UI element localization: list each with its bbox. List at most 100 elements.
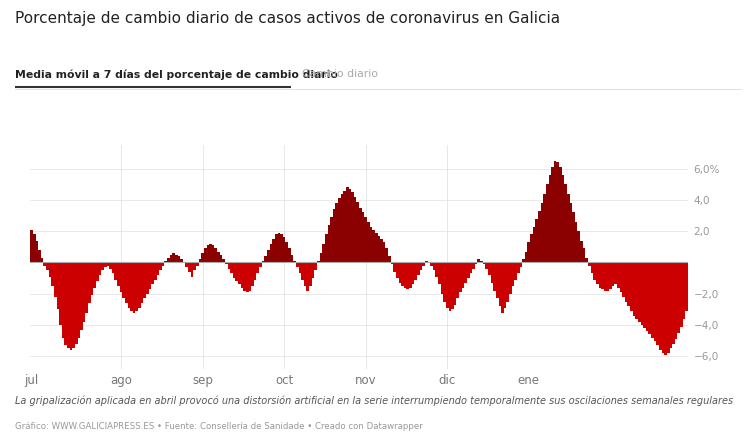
Bar xyxy=(451,262,454,309)
Bar xyxy=(432,262,435,270)
Bar xyxy=(122,262,125,299)
Bar xyxy=(283,237,286,262)
Bar xyxy=(109,262,112,269)
Bar xyxy=(119,262,122,292)
Bar xyxy=(585,258,588,262)
Bar xyxy=(167,258,169,262)
Bar xyxy=(562,175,564,262)
Bar xyxy=(194,262,196,270)
Bar xyxy=(496,262,498,299)
Bar xyxy=(522,259,525,262)
Bar xyxy=(73,262,75,349)
Bar xyxy=(217,252,220,262)
Bar xyxy=(588,262,590,266)
Bar xyxy=(583,249,585,262)
Bar xyxy=(469,262,472,274)
Bar xyxy=(138,262,141,308)
Bar xyxy=(609,262,612,289)
Bar xyxy=(423,262,425,266)
Bar xyxy=(409,262,412,287)
Bar xyxy=(151,262,154,284)
Bar xyxy=(96,262,98,281)
Bar xyxy=(475,262,478,264)
Bar xyxy=(633,262,635,316)
Bar xyxy=(36,240,38,262)
Bar xyxy=(149,262,151,289)
Bar xyxy=(233,262,235,278)
Bar xyxy=(457,262,459,299)
Bar xyxy=(209,244,212,262)
Bar xyxy=(330,217,333,262)
Bar xyxy=(33,234,36,262)
Bar xyxy=(467,262,469,278)
Bar xyxy=(519,262,522,267)
Bar xyxy=(596,262,599,284)
Bar xyxy=(509,262,512,294)
Bar xyxy=(662,262,665,353)
Bar xyxy=(535,219,538,262)
Bar xyxy=(686,262,688,311)
Bar xyxy=(141,262,144,303)
Bar xyxy=(606,262,609,291)
Bar xyxy=(88,262,91,303)
Bar xyxy=(361,212,364,262)
Bar xyxy=(80,262,83,330)
Bar xyxy=(251,262,254,286)
Bar xyxy=(30,230,33,262)
Bar xyxy=(559,167,562,262)
Bar xyxy=(435,262,438,277)
Bar xyxy=(491,262,493,283)
Bar xyxy=(54,262,57,297)
Bar xyxy=(107,262,109,266)
Bar xyxy=(275,234,277,262)
Bar xyxy=(651,262,654,337)
Bar xyxy=(569,203,572,262)
Bar xyxy=(386,249,388,262)
Bar xyxy=(459,262,462,292)
Bar xyxy=(554,161,556,262)
Bar xyxy=(57,262,59,309)
Bar xyxy=(638,262,640,322)
Bar xyxy=(338,198,341,262)
Bar xyxy=(83,262,85,322)
Bar xyxy=(98,262,101,275)
Bar xyxy=(156,262,160,275)
Bar xyxy=(593,262,596,280)
Bar xyxy=(404,262,407,287)
Bar xyxy=(204,249,206,262)
Bar xyxy=(85,262,88,312)
Bar xyxy=(267,250,270,262)
Bar xyxy=(472,262,475,269)
Bar xyxy=(314,262,317,270)
Bar xyxy=(649,262,651,334)
Bar xyxy=(201,253,204,262)
Bar xyxy=(446,262,448,308)
Bar xyxy=(590,262,593,274)
Bar xyxy=(64,262,67,346)
Bar xyxy=(70,262,73,350)
Bar xyxy=(380,239,383,262)
Bar xyxy=(512,262,514,286)
Bar xyxy=(133,262,135,312)
Bar xyxy=(483,262,485,264)
Bar xyxy=(265,256,267,262)
Bar xyxy=(541,203,544,262)
Bar xyxy=(169,255,172,262)
Bar xyxy=(578,231,580,262)
Bar xyxy=(41,258,43,262)
Bar xyxy=(101,262,104,270)
Bar xyxy=(672,262,675,344)
Bar xyxy=(91,262,94,295)
Bar xyxy=(420,262,423,270)
Bar xyxy=(654,262,656,341)
Text: Media móvil a 7 días del porcentaje de cambio diario: Media móvil a 7 días del porcentaje de c… xyxy=(15,69,338,80)
Bar xyxy=(299,262,301,274)
Bar xyxy=(246,262,249,292)
Bar xyxy=(160,262,162,270)
Bar xyxy=(336,203,338,262)
Bar xyxy=(296,262,299,267)
Bar xyxy=(538,211,541,262)
Bar xyxy=(370,227,372,262)
Bar xyxy=(215,249,217,262)
Bar xyxy=(528,242,530,262)
